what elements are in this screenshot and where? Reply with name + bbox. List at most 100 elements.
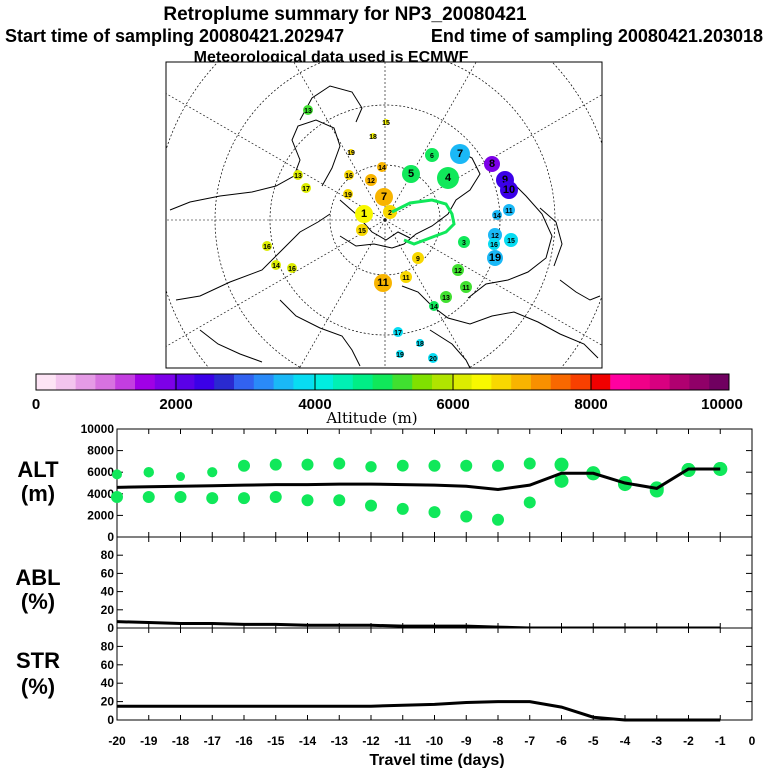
- ytick-label-2-0: 0: [107, 713, 114, 727]
- alt-lower-point-2: [174, 491, 187, 504]
- colorbar-label: Altitude (m): [325, 409, 417, 427]
- coastline-5: [429, 329, 471, 368]
- plume-label-0: 5: [408, 168, 414, 180]
- colorbar-swatch-17: [372, 374, 393, 390]
- xtick-label-1: -19: [140, 734, 158, 748]
- alt-lower-point-1: [142, 491, 155, 504]
- start-time-label: Start time of sampling 20080421.202947: [5, 26, 344, 46]
- colorbar-tick-8000: 8000: [574, 396, 607, 413]
- xtick-label-0: -20: [108, 734, 126, 748]
- ytick-label-1-3: 60: [101, 566, 115, 580]
- plume-label-26: 17: [394, 330, 402, 337]
- colorbar-tick-0: 0: [32, 396, 40, 413]
- map-coastlines: [169, 85, 601, 368]
- xtick-label-7: -13: [331, 734, 349, 748]
- colorbar-swatch-4: [115, 374, 136, 390]
- plume-label-31: 13: [294, 173, 302, 180]
- alt-mean-line: [116, 467, 721, 491]
- xtick-label-11: -9: [461, 734, 472, 748]
- plume-point-39: [383, 119, 389, 125]
- colorbar-swatch-28: [590, 374, 611, 390]
- str-line: [117, 700, 721, 722]
- plume-point-16: [355, 205, 373, 223]
- plume-point-30: [303, 105, 313, 115]
- plume-label-12: 16: [490, 242, 498, 249]
- colorbar-swatch-10: [234, 374, 255, 390]
- str-panel-name: STR: [16, 648, 60, 673]
- coastline-4: [401, 285, 599, 359]
- plume-point-2: [437, 167, 459, 189]
- plume-point-17: [356, 224, 368, 236]
- xtick-label-12: -8: [493, 734, 504, 748]
- coastline-7: [279, 299, 361, 367]
- alt-lower-point-0: [111, 491, 123, 504]
- plume-label-2: 4: [445, 172, 452, 184]
- xtick-label-2: -18: [172, 734, 190, 748]
- panel-0: 0 2000 4000 6000 8000 10000: [81, 422, 753, 544]
- plume-label-16: 1: [361, 208, 367, 220]
- alt-upper-point-3: [207, 467, 218, 478]
- meridian-210: [166, 93, 386, 221]
- plume-label-17: 15: [358, 228, 366, 235]
- alt-upper-point-1: [143, 466, 154, 478]
- ytick-label-0-1: 2000: [87, 508, 114, 522]
- plume-point-25: [429, 301, 439, 311]
- plume-point-6: [500, 181, 518, 199]
- plume-label-37: 19: [344, 192, 352, 199]
- coastline-3: [339, 149, 481, 249]
- plume-point-32: [301, 183, 311, 193]
- ytick-label-1-4: 80: [101, 548, 115, 562]
- ytick-label-2-2: 40: [101, 676, 115, 690]
- plume-point-23: [460, 281, 472, 293]
- plume-point-22: [452, 264, 464, 276]
- xtick-label-9: -11: [394, 734, 411, 748]
- alt-lower-point-3: [206, 492, 219, 505]
- colorbar-swatch-11: [253, 374, 274, 390]
- alt-upper-point-10: [428, 459, 441, 472]
- coastline-10: [559, 279, 601, 301]
- alt-upper-point-8: [365, 461, 377, 473]
- str-panel-unit: (%): [21, 674, 55, 699]
- colorbar-swatch-32: [669, 374, 690, 390]
- meridian-150: [166, 219, 386, 347]
- ytick-label-1-2: 40: [101, 585, 115, 599]
- plume-point-41: [348, 149, 354, 155]
- plume-label-19: 11: [402, 275, 410, 282]
- coastline-9: [199, 329, 263, 363]
- xtick-label-14: -6: [556, 734, 567, 748]
- plume-label-38: 18: [369, 134, 377, 141]
- alt-lower-point-5: [269, 491, 282, 504]
- colorbar-swatch-16: [352, 374, 373, 390]
- plume-label-20: 11: [377, 277, 389, 289]
- colorbar-swatch-13: [293, 374, 314, 390]
- alt-panel-unit: (m): [21, 481, 55, 506]
- alt-upper-point-14: [554, 457, 569, 472]
- colorbar-swatch-31: [649, 374, 670, 390]
- alt-lower-point-7: [333, 494, 346, 507]
- panel-1: 0 20 40 60 80: [101, 536, 753, 635]
- altitude-colorbar: [35, 373, 730, 391]
- alt-upper-point-9: [396, 459, 409, 472]
- xtick-label-5: -15: [267, 734, 285, 748]
- xtick-label-18: -2: [683, 734, 694, 748]
- coastline-0: [175, 213, 331, 301]
- colorbar-swatch-20: [432, 374, 453, 390]
- polar-map: 5647891011121914151671221159111131211131…: [165, 61, 603, 369]
- plume-point-36: [344, 170, 354, 180]
- plume-label-28: 20: [429, 356, 437, 363]
- xtick-label-6: -14: [299, 734, 317, 748]
- colorbar-tick-10000: 10000: [701, 396, 743, 413]
- plume-label-29: 19: [396, 352, 404, 359]
- colorbar-swatch-3: [95, 374, 116, 390]
- xtick-label-20: 0: [749, 734, 756, 748]
- plume-point-11: [504, 233, 518, 247]
- colorbar-swatch-9: [214, 374, 235, 390]
- plume-point-8: [488, 228, 502, 242]
- plume-label-22: 12: [454, 268, 462, 275]
- coastline-1: [169, 119, 341, 211]
- plume-label-34: 14: [272, 263, 280, 270]
- plume-label-13: 7: [381, 191, 387, 203]
- plume-point-33: [262, 241, 272, 251]
- colorbar-swatch-0: [36, 374, 57, 390]
- plume-point-38: [370, 133, 376, 139]
